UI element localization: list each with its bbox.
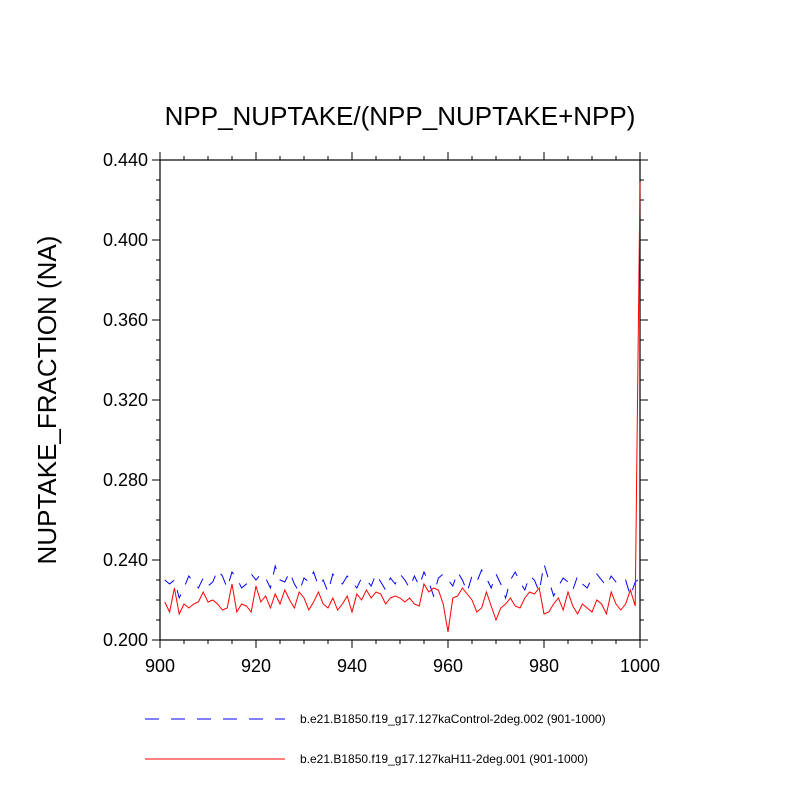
x-tick-label: 920 [241,656,271,676]
x-tick-label: 960 [433,656,463,676]
y-tick-label: 0.240 [103,550,148,570]
y-tick-label: 0.360 [103,310,148,330]
chart-title: NPP_NUPTAKE/(NPP_NUPTAKE+NPP) [165,101,636,131]
x-tick-label: 980 [529,656,559,676]
legend: b.e21.B1850.f19_g17.127kaControl-2deg.00… [145,712,606,766]
series-line-h11 [164,181,641,633]
x-tick-label: 1000 [620,656,660,676]
y-tick-label: 0.440 [103,150,148,170]
x-tick-label: 940 [337,656,367,676]
y-tick-label: 0.200 [103,630,148,650]
legend-label-h11: b.e21.B1850.f19_g17.127kaH11-2deg.001 (9… [300,752,588,766]
plot-frame [159,159,641,641]
x-tick-label: 900 [145,656,175,676]
axis-tick-labels: 900 920 940 960 980 1000 0.200 0.240 0.280 0.320 0… [103,150,660,676]
y-tick-label: 0.400 [103,230,148,250]
series-layer [164,181,641,633]
series-line-control [164,563,641,600]
legend-label-control: b.e21.B1850.f19_g17.127kaControl-2deg.00… [300,712,606,726]
y-axis-label: NUPTAKE_FRACTION (NA) [32,236,62,565]
y-tick-label: 0.280 [103,470,148,490]
axis-ticks [152,152,648,648]
y-tick-label: 0.320 [103,390,148,410]
